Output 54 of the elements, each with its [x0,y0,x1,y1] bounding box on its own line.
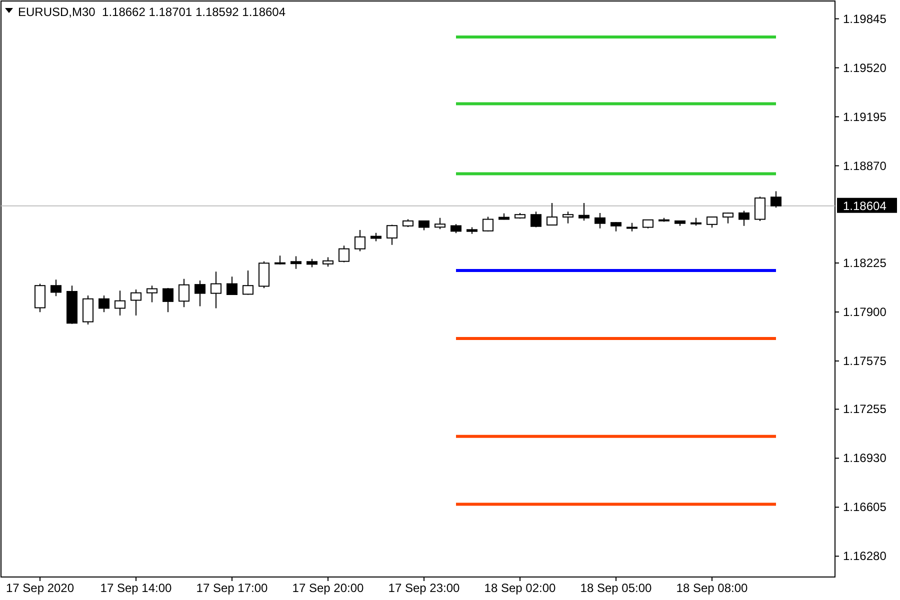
candlestick [130,289,142,316]
candlestick [722,212,734,224]
candlestick [82,295,94,325]
candlestick [194,280,206,307]
candlestick [226,276,238,296]
y-tick-label: 1.17255 [843,402,887,416]
y-tick-label: 1.19520 [843,60,887,75]
candlestick [178,278,190,308]
candlestick [50,279,62,297]
candlestick [114,290,126,316]
candlestick [482,216,494,232]
x-tick-label: 18 Sep 05:00 [580,581,652,595]
ref-line-label: 1.18604 [843,198,887,213]
candlestick [210,271,222,309]
candlestick [338,245,350,263]
y-tick-label: 1.18870 [843,158,887,173]
candlestick [162,288,174,313]
candlestick [610,222,622,232]
y-tick-label: 1.19845 [843,12,887,26]
candlestick [770,190,782,208]
x-tick-label: 17 Sep 23:00 [388,581,460,595]
candlestick [434,217,446,230]
candlestick [578,202,590,222]
chart-title: EURUSD,M30 1.18662 1.18701 1.18592 1.18604 [18,5,286,19]
candlestick [258,260,270,289]
candlestick [546,202,558,226]
candlestick [562,211,574,224]
x-tick-label: 17 Sep 2020 [6,581,74,595]
candlestick [738,210,750,226]
candlestick [242,270,254,296]
x-tick-label: 18 Sep 08:00 [676,581,748,595]
candlestick [98,295,110,313]
candlestick [706,216,718,228]
x-tick-label: 17 Sep 20:00 [292,581,364,595]
x-tick-label: 17 Sep 17:00 [196,581,268,595]
candlestick [386,224,398,246]
y-tick-label: 1.19195 [843,110,887,124]
candlestick [354,229,366,252]
candlestick [322,256,334,268]
y-tick-label: 1.18225 [843,256,887,270]
candlestick [754,196,766,222]
x-tick-label: 18 Sep 02:00 [484,581,556,595]
y-tick-label: 1.16930 [843,451,887,466]
candlestick [450,224,462,234]
y-tick-label: 1.17900 [843,304,887,319]
candlestick [594,212,606,229]
x-tick-label: 17 Sep 14:00 [100,581,172,595]
candlestick [290,256,302,270]
candlestick [530,211,542,228]
y-tick-label: 1.16605 [843,500,887,514]
y-tick-label: 1.17575 [843,354,887,368]
candlestick [34,283,46,313]
y-tick-label: 1.16280 [843,549,887,564]
candlestick [146,285,158,303]
